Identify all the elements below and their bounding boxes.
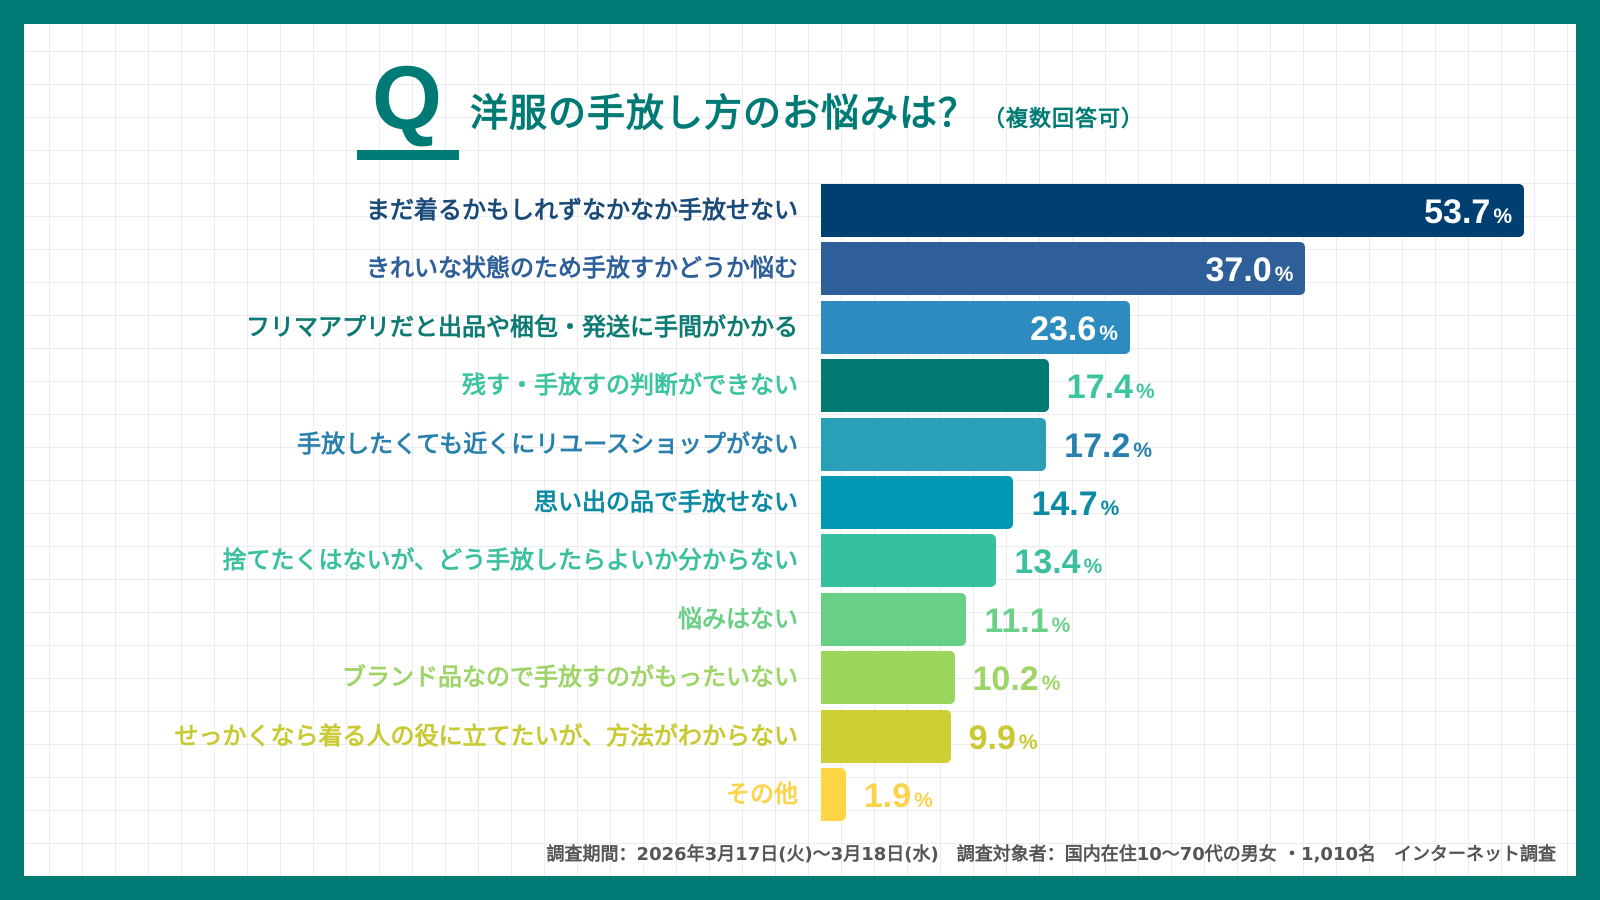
value-number: 17.2	[1064, 426, 1131, 465]
value-label: 1.9%	[864, 770, 933, 827]
bar	[821, 768, 846, 821]
category-label: その他	[726, 780, 798, 808]
category-label: ブランド品なので手放すのがもったいない	[342, 663, 798, 692]
category-label: 思い出の品で手放せない	[534, 488, 798, 516]
survey-footnote: 調査期間：2026年3月17日(火)〜3月18日(水) 調査対象者：国内在住10…	[546, 844, 1556, 865]
bar	[821, 476, 1014, 529]
value-label: 13.4%	[1014, 536, 1102, 593]
percent-unit: %	[1133, 438, 1153, 462]
chart-panel	[24, 24, 1576, 876]
value-number: 23.6	[1030, 309, 1097, 348]
bar	[821, 359, 1049, 413]
value-label: 37.0%	[1206, 244, 1294, 301]
bar	[821, 184, 1524, 237]
category-label: せっかくなら着る人の役に立てたいが、方法がわからない	[174, 721, 798, 750]
category-label: 捨てたくはないが、どう手放したらよいか分からない	[222, 546, 798, 575]
percent-unit: %	[1135, 380, 1155, 404]
value-label: 14.7%	[1031, 478, 1119, 535]
percent-unit: %	[1041, 672, 1061, 696]
bar	[821, 592, 967, 646]
category-label: きれいな状態のため手放すかどうか悩む	[366, 254, 798, 283]
bar	[821, 300, 1130, 354]
value-number: 14.7	[1031, 485, 1098, 523]
percent-unit: %	[914, 789, 933, 812]
q-underline	[357, 150, 459, 160]
percent-unit: %	[1051, 613, 1071, 637]
value-number: 53.7	[1424, 193, 1491, 231]
chart-title: 洋服の手放し方のお悩みは？ （複数回答可）	[470, 82, 1144, 137]
value-number: 11.1	[984, 601, 1049, 640]
category-label: 悩みはない	[678, 604, 798, 633]
value-label: 11.1%	[984, 595, 1070, 652]
percent-unit: %	[1099, 321, 1118, 345]
value-label: 17.2%	[1064, 420, 1152, 477]
value-number: 13.4	[1014, 543, 1081, 582]
q-icon: Q	[371, 49, 442, 149]
title-subtitle: （複数回答可）	[983, 107, 1145, 132]
percent-unit: %	[1493, 205, 1512, 228]
bar	[821, 242, 1306, 296]
category-label: まだ着るかもしれずなかなか手放せない	[366, 196, 798, 224]
category-label: 手放したくても近くにリユースショップがない	[297, 429, 798, 458]
bar	[821, 534, 997, 588]
value-label: 9.9%	[969, 712, 1038, 769]
value-number: 37.0	[1205, 251, 1272, 290]
percent-unit: %	[1018, 730, 1038, 754]
percent-unit: %	[1274, 263, 1294, 287]
percent-unit: %	[1083, 555, 1103, 579]
category-label: 残す・手放すの判断ができない	[462, 371, 798, 400]
value-number: 1.9	[863, 777, 912, 815]
value-label: 17.4%	[1067, 361, 1155, 418]
bar	[821, 651, 955, 705]
title-text: 洋服の手放し方のお悩みは？	[470, 91, 978, 135]
category-label: フリマアプリだと出品や梱包・発送に手間がかかる	[246, 312, 798, 341]
value-number: 17.4	[1066, 368, 1133, 407]
value-label: 10.2%	[973, 653, 1061, 710]
bar	[821, 709, 951, 763]
value-label: 53.7%	[1424, 186, 1512, 243]
percent-unit: %	[1100, 497, 1120, 520]
value-label: 23.6%	[1030, 303, 1118, 360]
value-number: 9.9	[968, 718, 1016, 757]
bar	[821, 417, 1047, 471]
value-number: 10.2	[972, 660, 1039, 699]
